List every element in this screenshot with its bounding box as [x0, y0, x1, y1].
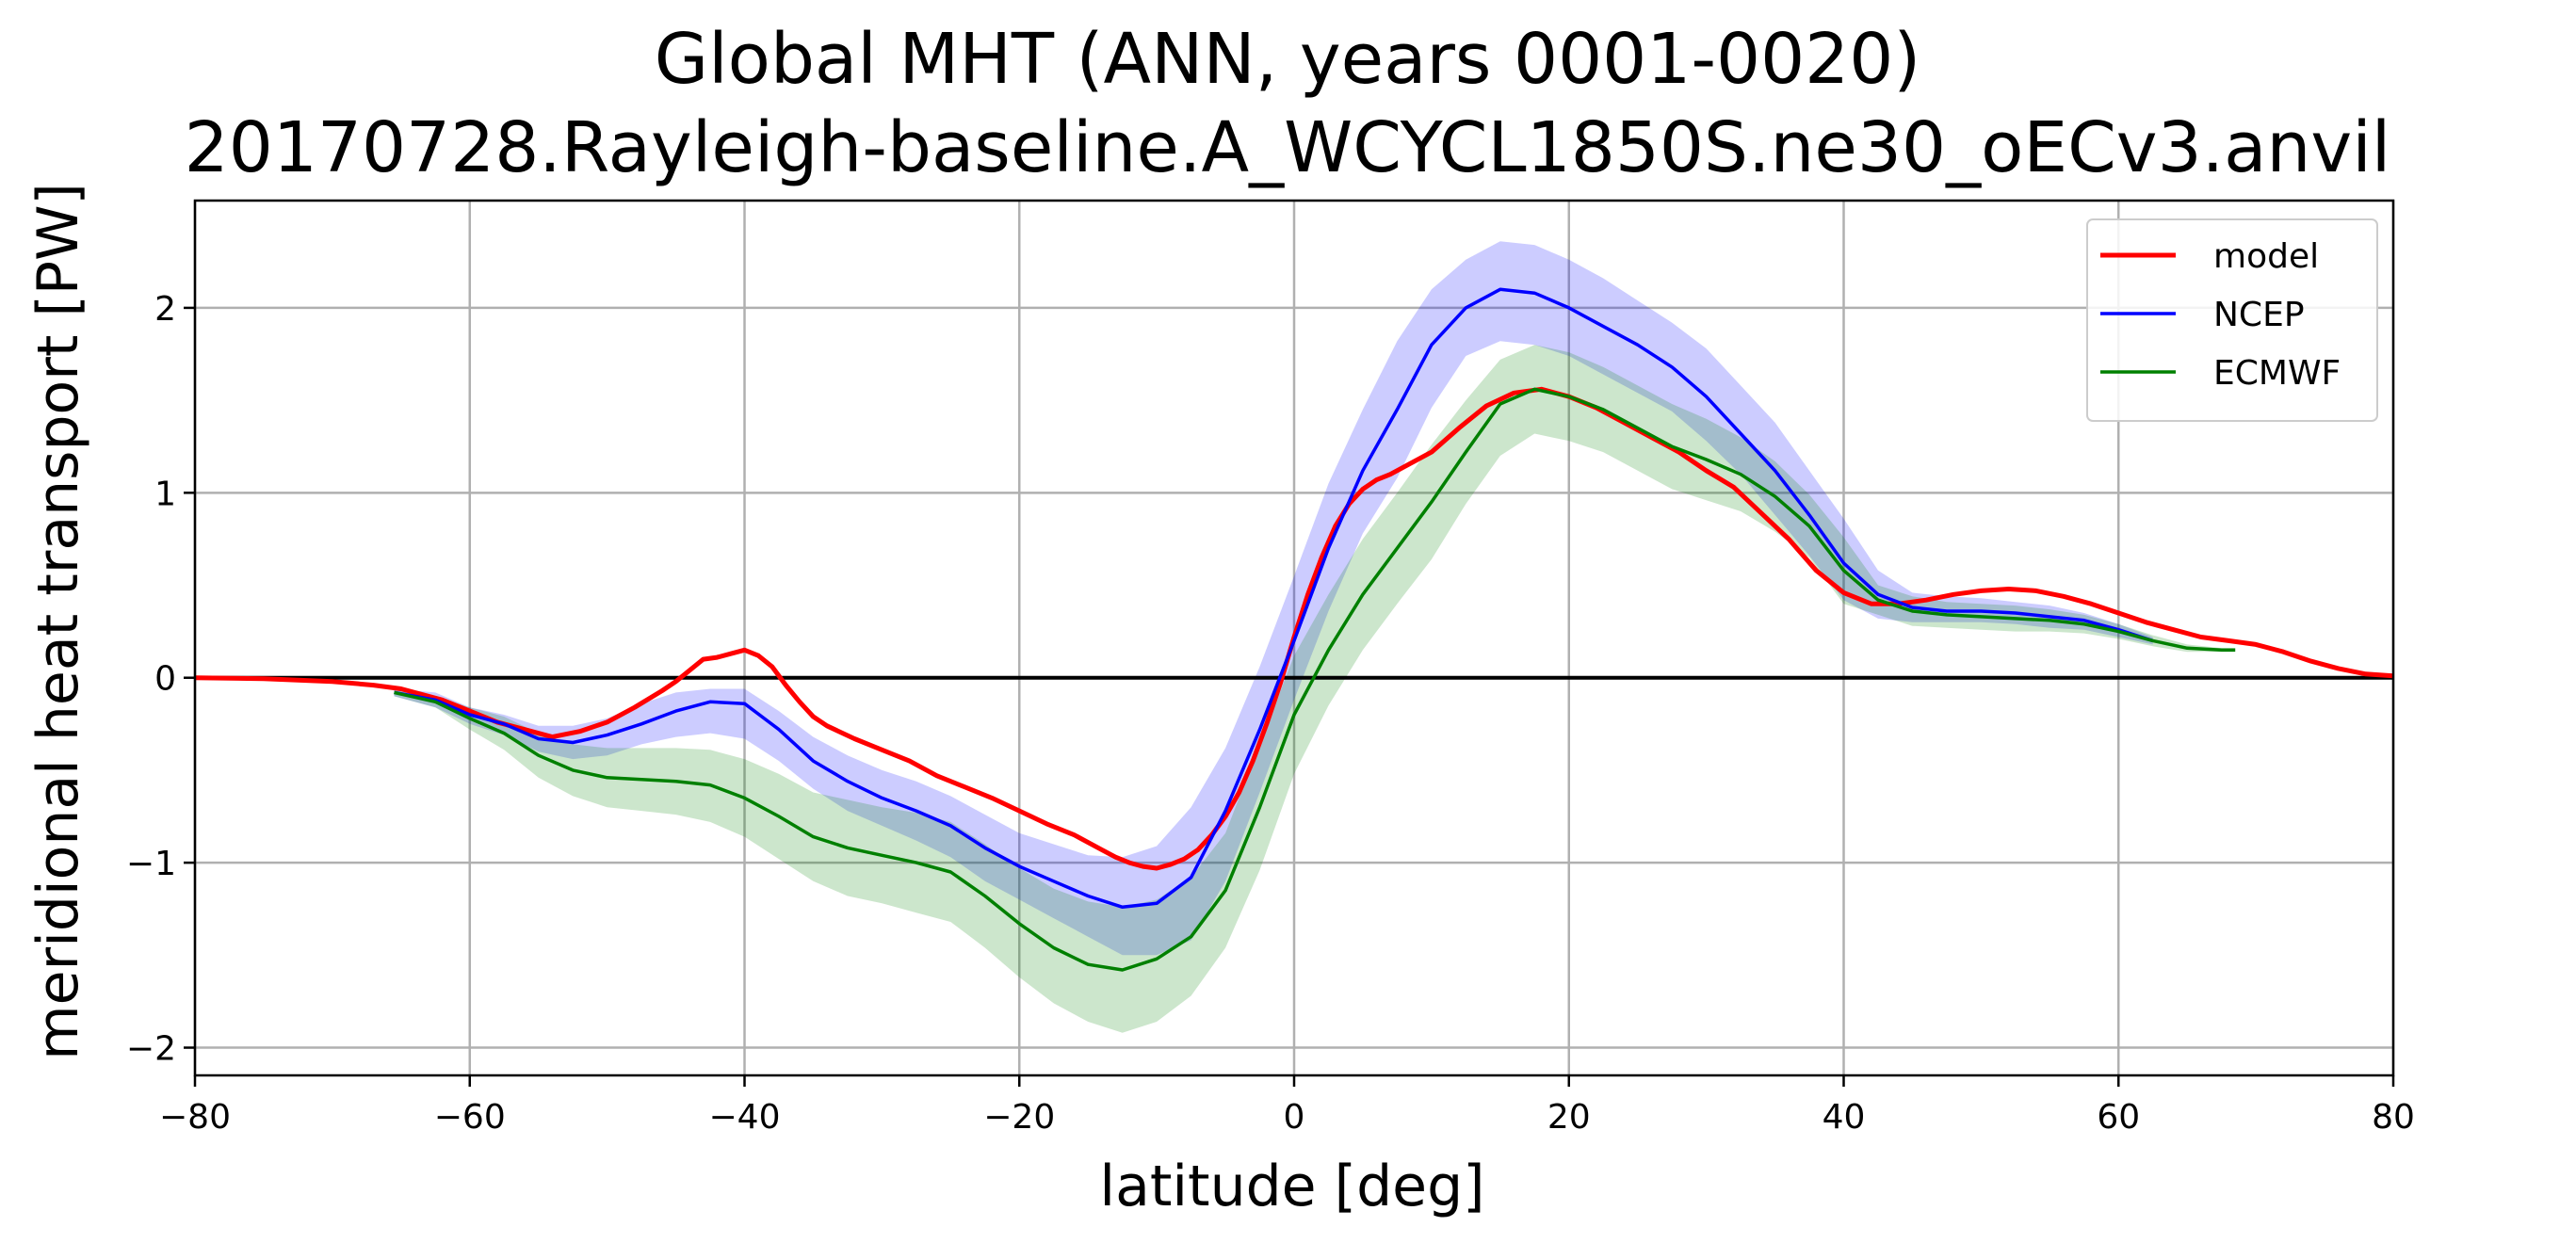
y-tick-label: −1 [126, 845, 176, 883]
legend-label-model: model [2213, 237, 2319, 276]
ticks: −80 −60 −40 −20 0 20 40 60 80 −2 −1 0 1 2 [126, 290, 2415, 1137]
y-tick-label: −2 [126, 1030, 176, 1069]
chart-title: Global MHT (ANN, years 0001-0020) [655, 19, 1920, 100]
x-tick-label: 80 [2372, 1098, 2415, 1137]
x-tick-label: −20 [983, 1098, 1055, 1137]
chart-subtitle: 20170728.Rayleigh-baseline.A_WCYCL1850S.… [185, 107, 2391, 188]
legend-label-ncep: NCEP [2213, 296, 2305, 334]
x-tick-label: 20 [1547, 1098, 1591, 1137]
y-tick-label: 0 [154, 660, 176, 699]
legend: model NCEP ECMWF [2086, 218, 2378, 422]
band-ncep [394, 241, 2153, 956]
x-tick-label: 0 [1284, 1098, 1305, 1137]
series-line-model [194, 386, 2394, 871]
uncertainty-bands [394, 241, 2236, 1033]
y-tick-label: 2 [154, 290, 176, 329]
x-tick-label: 40 [1823, 1098, 1866, 1137]
series-lines [194, 287, 2394, 972]
y-tick-label: 1 [154, 475, 176, 513]
y-axis-label: meridional heat transport [PW] [25, 183, 91, 1060]
x-tick-label: −60 [434, 1098, 506, 1137]
x-axis-label: latitude [deg] [1099, 1154, 1484, 1219]
x-tick-label: −80 [159, 1098, 231, 1137]
series-line-ecmwf [394, 387, 2236, 972]
series-line-ncep [394, 287, 2154, 910]
legend-label-ecmwf: ECMWF [2213, 354, 2341, 393]
band-ecmwf [394, 345, 2236, 1033]
x-tick-label: −40 [709, 1098, 781, 1137]
x-tick-label: 60 [2097, 1098, 2140, 1137]
